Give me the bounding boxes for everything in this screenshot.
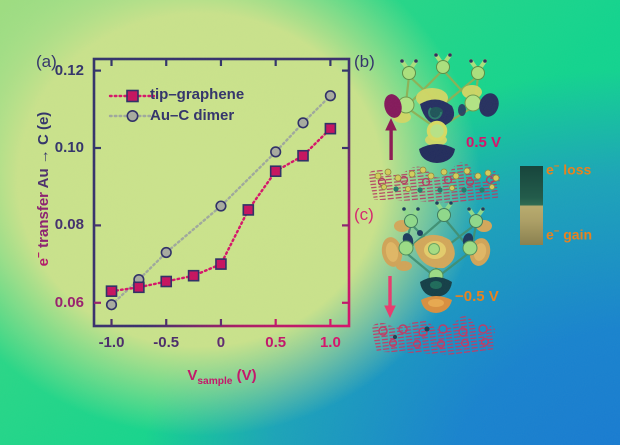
- text-part: gain: [559, 226, 593, 243]
- text-part: e: [546, 226, 554, 243]
- charge-colorbar: [520, 166, 543, 245]
- text-part: −: [553, 161, 560, 172]
- bias-label-positive: 0.5 V: [466, 134, 502, 151]
- colorbar-loss-label: e− loss: [546, 161, 591, 178]
- text-part: e: [546, 161, 554, 178]
- colorbar-gain-label: e− gain: [546, 226, 592, 243]
- text-part: −: [553, 226, 560, 237]
- bias-label-negative: −0.5 V: [455, 288, 499, 305]
- text-part: loss: [559, 161, 592, 178]
